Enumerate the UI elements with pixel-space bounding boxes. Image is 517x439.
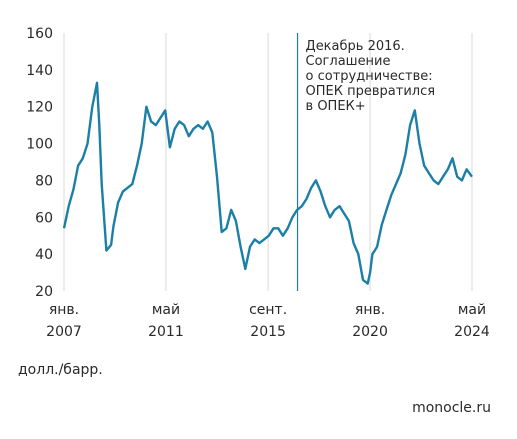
- x-tick-label-bottom: 2020: [352, 324, 388, 340]
- x-tick-label-bottom: 2024: [454, 324, 490, 340]
- x-axis: янв. 2007 май 2011 сент. 2015 янв. 2020 май 2024: [46, 302, 490, 340]
- source-label: monocle.ru: [412, 400, 491, 416]
- y-tick-label: 160: [26, 26, 53, 42]
- annotation-text-line: Декабрь 2016.: [306, 39, 405, 54]
- annotation-text-line: о сотрудничестве:: [306, 69, 433, 84]
- x-tick-label-top: сент.: [249, 302, 287, 318]
- y-tick-label: 100: [26, 137, 53, 153]
- x-tick-label-bottom: 2011: [148, 324, 184, 340]
- y-tick-label: 60: [35, 210, 53, 226]
- price-line: [62, 81, 473, 285]
- y-tick-label: 80: [35, 173, 53, 189]
- y-tick-label: 120: [26, 100, 53, 116]
- x-tick-label-bottom: 2007: [46, 324, 82, 340]
- x-tick-label-top: янв.: [355, 302, 385, 318]
- unit-label: долл./барр.: [18, 362, 103, 378]
- y-axis: 20 40 60 80 100 120 140 160: [26, 26, 53, 300]
- y-tick-label: 140: [26, 63, 53, 79]
- x-tick-label-bottom: 2015: [250, 324, 286, 340]
- annotation-text-line: ОПЕК превратился: [306, 84, 436, 99]
- annotation-text-line: в ОПЕК+: [306, 99, 366, 114]
- x-tick-label-top: янв.: [49, 302, 79, 318]
- vertical-gridlines: [63, 33, 473, 291]
- x-tick-label-top: май: [458, 302, 486, 318]
- oil-price-chart: 20 40 60 80 100 120 140 160 янв. 2007 май 2011 сент…: [26, 26, 490, 340]
- x-tick-label-top: май: [152, 302, 180, 318]
- y-tick-label: 20: [35, 284, 53, 300]
- y-tick-label: 40: [35, 247, 53, 263]
- annotation-text-line: Соглашение: [306, 54, 391, 69]
